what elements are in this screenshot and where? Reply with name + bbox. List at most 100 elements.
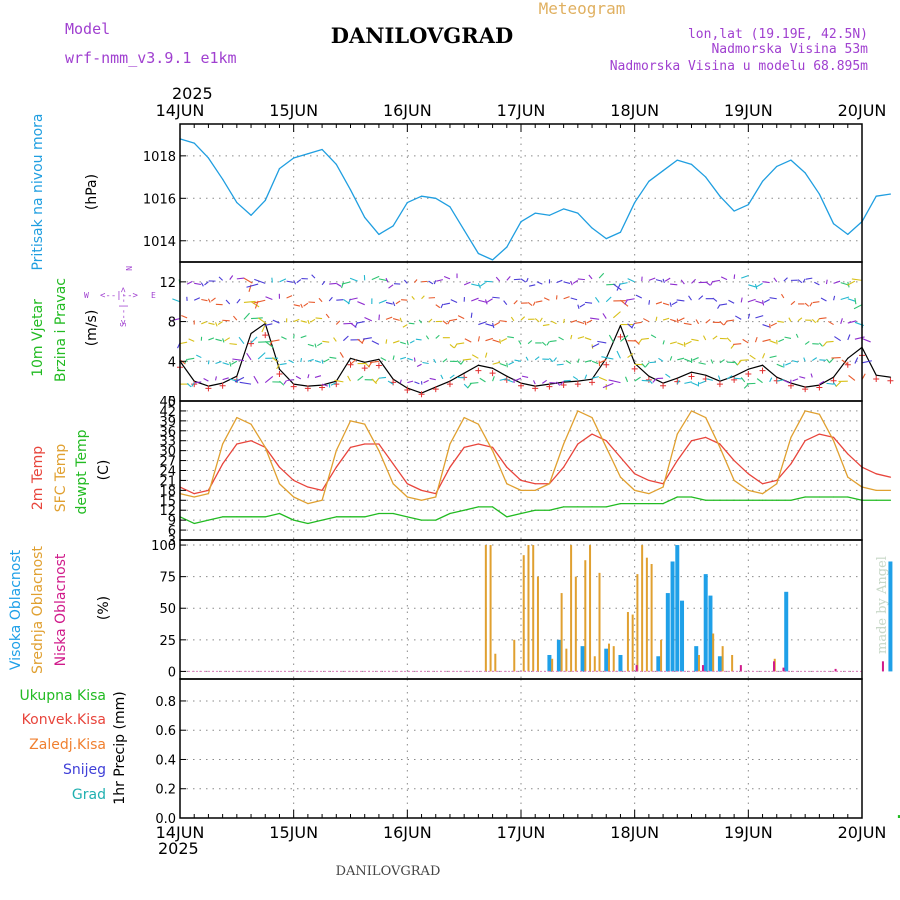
wind-arrow (769, 323, 771, 329)
wind-arrow (563, 379, 571, 382)
point-wind-0 (463, 372, 465, 374)
wind-arrow (521, 375, 529, 378)
point-wind-0 (619, 324, 622, 327)
cloud-bar-2 (701, 665, 704, 672)
point-temperature-1 (634, 489, 636, 491)
wind-arrow (608, 379, 621, 384)
wind-arrow (717, 375, 721, 380)
wind-arrow (641, 379, 650, 382)
wind-cross (589, 379, 596, 386)
wind-arrow (464, 338, 472, 343)
wind-arrow (171, 318, 181, 322)
point-pressure-0 (605, 238, 607, 240)
wind-arrow (534, 318, 540, 323)
cloud-bar-1 (527, 545, 530, 672)
wind-arrow (506, 276, 511, 281)
wind-arrow (626, 298, 635, 301)
wind-arrow (380, 357, 387, 362)
wind-arrow (374, 377, 380, 384)
cloud-bar-0 (580, 646, 585, 672)
wind-arrow (520, 316, 526, 321)
wind-arrow (414, 381, 420, 385)
wind-cross (347, 361, 354, 368)
station-title: DANILOVGRAD (331, 23, 513, 48)
point-pressure-0 (293, 157, 295, 159)
wind-arrow (662, 302, 670, 306)
wind-arrow (728, 299, 735, 304)
cloud-bar-0 (556, 639, 561, 672)
point-temperature-2 (634, 502, 636, 505)
pressure-unit: (hPa) (84, 174, 100, 210)
wind-arrow (525, 277, 529, 283)
wind-arrow (188, 338, 195, 342)
wind-arrow (822, 341, 827, 347)
series-line-wind-0 (179, 322, 891, 394)
wind-cross (816, 384, 823, 391)
wind-arrow (648, 277, 656, 281)
point-temperature-0 (747, 473, 749, 475)
wind-arrow (790, 300, 796, 306)
point-temperature-0 (293, 479, 295, 482)
wind-arrow (416, 363, 422, 367)
point-temperature-0 (676, 459, 678, 462)
temp-unit: (C) (96, 460, 112, 481)
wind-arrow (311, 274, 316, 279)
wind-arrow (435, 304, 441, 309)
wind-arrow (279, 362, 287, 366)
point-pressure-0 (634, 201, 636, 204)
wind-cross (276, 370, 283, 377)
wind-arrow (563, 296, 570, 300)
cloud-bar-1 (593, 656, 596, 672)
wind-arrow (214, 376, 217, 381)
point-temperature-1 (761, 493, 764, 495)
model-elevation-label: Nadmorska Visina u modelu 68.895m (610, 59, 868, 74)
wind-arrow (471, 354, 479, 359)
point-temperature-1 (832, 440, 835, 442)
wind-arrow (570, 319, 578, 323)
wind-arrow (695, 319, 700, 325)
wind-cross (787, 382, 794, 389)
wind-arrow (812, 301, 820, 304)
wind-arrow (443, 276, 451, 280)
wind-arrow (387, 380, 394, 385)
wind-arrow (777, 320, 784, 323)
point-temperature-2 (364, 516, 366, 518)
point-temperature-0 (847, 453, 849, 455)
wind-arrow (756, 282, 763, 288)
wind-arrow (399, 379, 402, 384)
point-pressure-0 (349, 189, 352, 191)
wind-arrow (471, 297, 479, 302)
wind-arrow (485, 323, 494, 327)
wind-arrow (423, 379, 429, 384)
wind-arrow (201, 321, 207, 325)
wind-arrow (231, 360, 238, 365)
wind-arrow (809, 302, 813, 307)
point-temperature-2 (563, 506, 565, 508)
point-temperature-2 (378, 512, 380, 515)
model-label: Model (65, 20, 110, 38)
wind-arrow (339, 352, 344, 358)
wind-arrow (246, 352, 252, 361)
wind-arrow (563, 318, 565, 324)
point-temperature-0 (818, 433, 820, 435)
wind-arrow (706, 378, 713, 381)
wind-arrow (477, 336, 480, 342)
wind-arrow (407, 380, 414, 384)
wind-arrow (655, 301, 663, 305)
point-temperature-2 (264, 516, 266, 518)
wind-arrow (532, 301, 536, 306)
temp-label-c: dewpt Temp (74, 429, 90, 514)
wind-arrow (691, 278, 696, 284)
point-temperature-1 (236, 416, 238, 419)
date-label-bottom: 16JUN (383, 823, 432, 842)
point-pressure-0 (321, 148, 323, 151)
wind-arrow (671, 301, 678, 306)
wind-arrow (825, 279, 828, 285)
wind-arrow (357, 375, 364, 381)
cloud-bar-2 (782, 667, 785, 672)
cloud-bar-1 (536, 576, 539, 672)
wind-arrow (513, 300, 518, 305)
date-label-top: 20JUN (838, 101, 887, 120)
wind-arrow (433, 280, 437, 285)
wind-arrow (307, 343, 314, 347)
